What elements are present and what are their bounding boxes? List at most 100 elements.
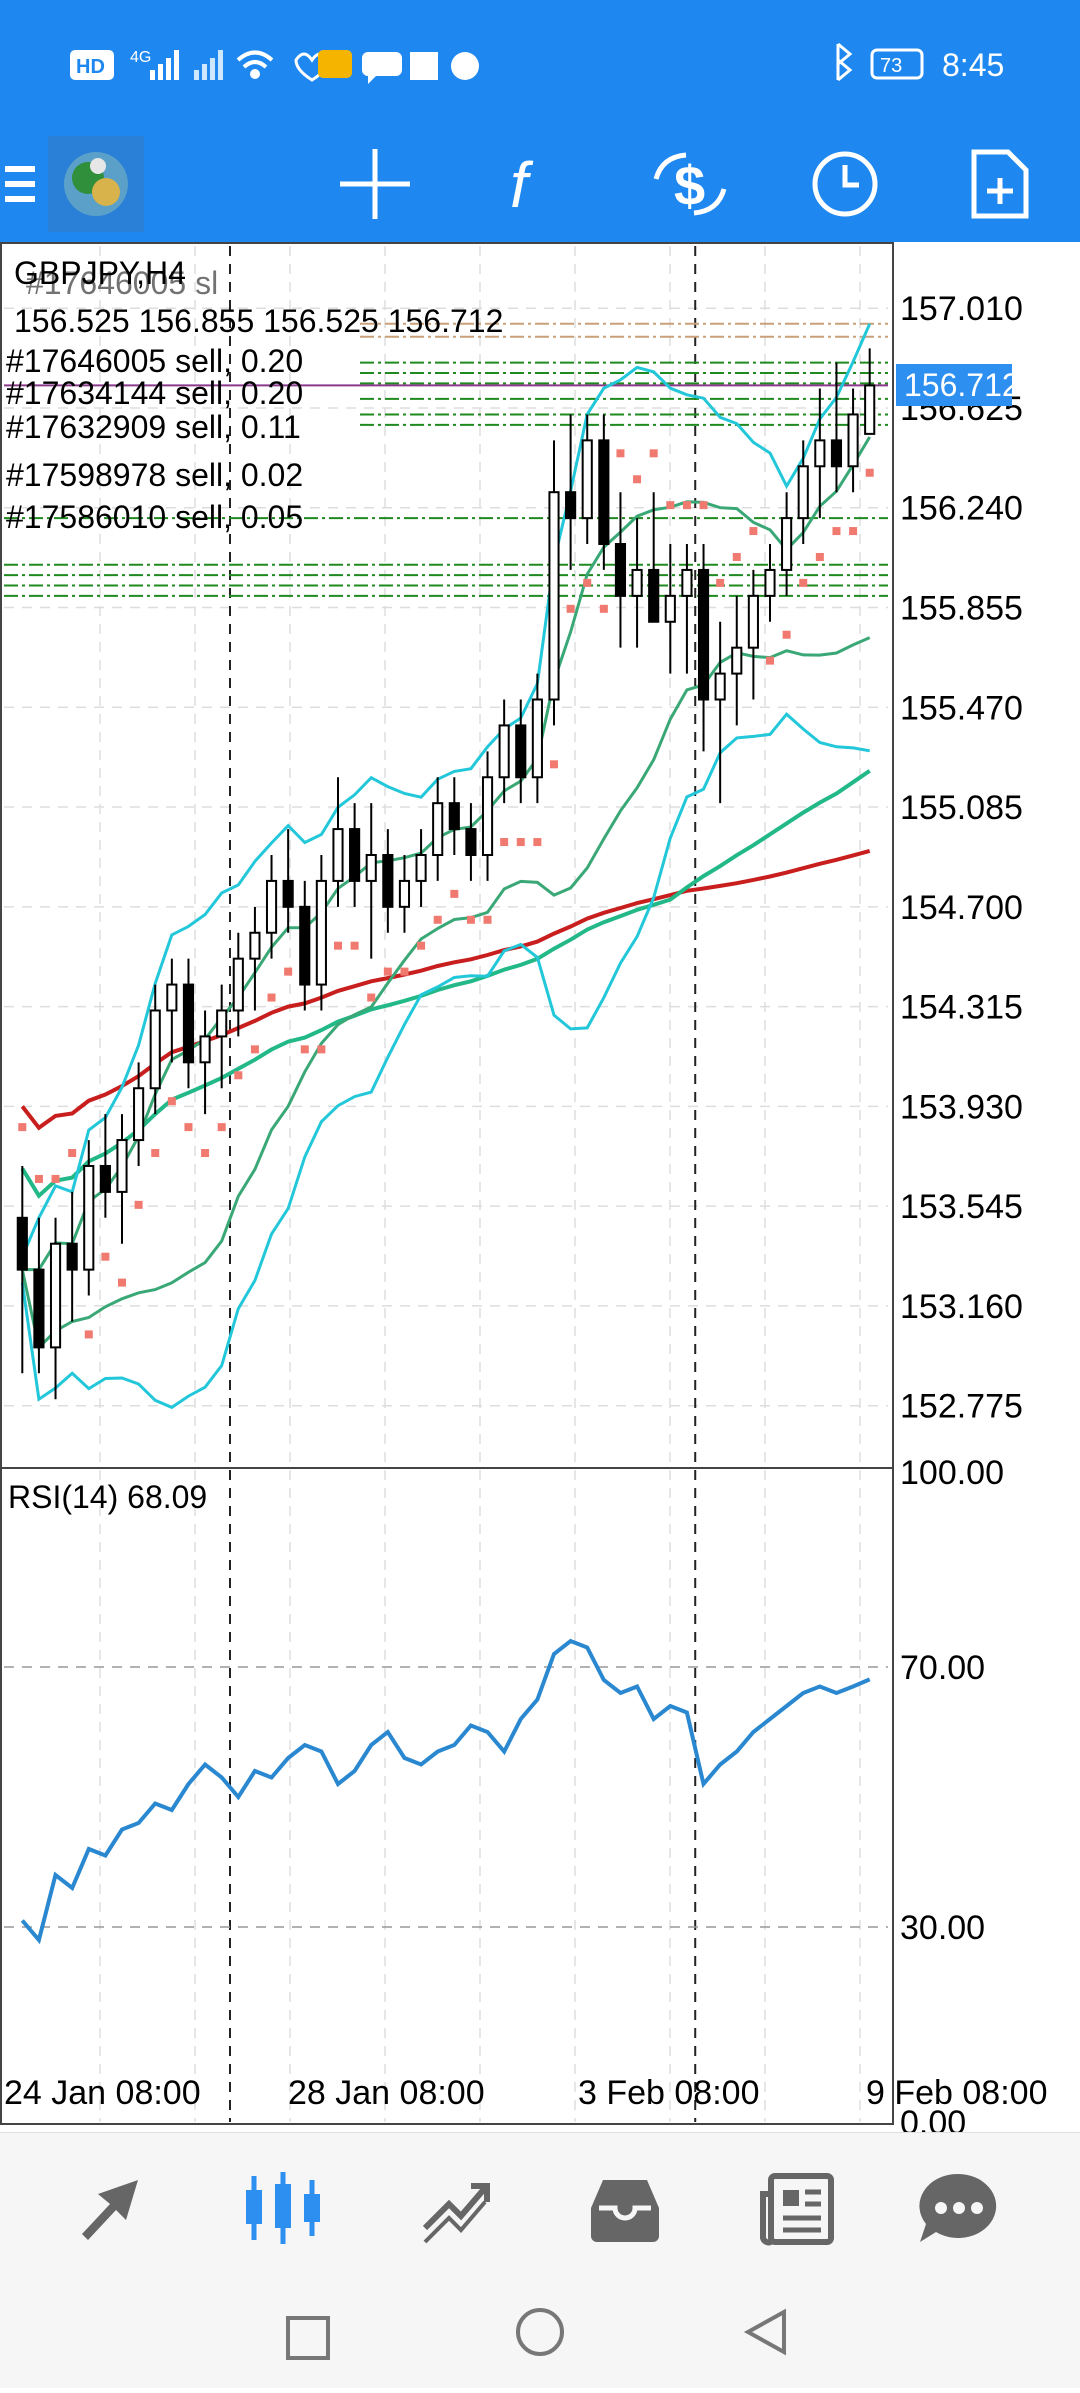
time-axis-label: 24 Jan 08:00 [4,2074,201,2112]
candle-body [531,698,543,779]
sar-dot [533,838,542,847]
battery-icon [870,48,924,80]
candle [33,1217,45,1374]
candle [149,984,161,1115]
candle [847,388,859,493]
indicators-icon[interactable]: f [487,144,577,224]
moving-average-green [20,769,871,1199]
candle [764,544,776,622]
sar-dot [234,1071,243,1080]
candle [515,699,527,804]
bollinger-lower [20,712,870,1410]
news-tab-icon[interactable] [742,2153,852,2263]
mail-icon [318,50,352,78]
candle-body [731,646,743,675]
chart-area[interactable]: 157.010 156.625 156.240 155.855 155.470 155.0… [0,242,1080,2142]
candle [216,984,228,1089]
order-label: #17646005 sell, 0.20 [6,343,303,379]
moving-average-red [20,848,871,1131]
candle [349,803,361,907]
crosshair-icon[interactable] [330,144,420,224]
price-axis-label: 154.315 [900,989,1023,1027]
period-icon[interactable] [800,144,890,224]
overlapped-order-label: #17646005 sl [26,265,218,301]
candle [83,1140,95,1296]
candle-body [216,1009,228,1038]
history-tab-icon[interactable] [570,2153,680,2263]
candle-body [847,413,859,468]
price-axis-label: 153.160 [900,1288,1023,1326]
candle [49,1217,62,1400]
price-axis-label: 155.470 [900,689,1023,727]
menu-icon[interactable] [0,144,40,224]
candle-body [299,905,311,986]
candle-body [332,828,344,882]
wifi-icon [236,50,274,79]
candle [133,1062,145,1166]
time-axis-label: 28 Jan 08:00 [288,2074,485,2112]
candle [531,673,543,804]
candle-body [498,724,510,779]
candle [299,880,311,1011]
chart-canvas[interactable]: 157.010156.625156.240155.855155.470155.0… [0,242,1080,2142]
candle-body [315,879,327,986]
candle [814,388,826,519]
order-label: #17634144 sell, 0.20 [6,375,303,411]
price-axis-label: 153.545 [900,1188,1023,1226]
candle-body [747,594,759,649]
rsi-series [20,1638,871,1945]
envelope-lower [20,636,871,1351]
candle-body [864,384,876,435]
time-axis-label: 9 Feb 08:00 [866,2074,1047,2112]
candle [465,803,477,881]
sar-dot [151,1149,160,1158]
back-icon[interactable] [743,2308,786,2356]
candle [415,829,427,907]
candle [232,932,244,1037]
candle-body [614,543,627,597]
candle [548,440,560,726]
price-axis-label: 157.010 [900,290,1023,328]
recents-icon[interactable] [286,2316,330,2360]
candle [747,569,759,700]
sar-dot [68,1149,77,1158]
candle-body [16,1216,28,1271]
candle [565,414,577,570]
network-type: 4G [130,49,151,66]
axis-labels: 157.010156.625156.240155.855155.470155.0… [4,290,1047,2142]
candle [448,777,460,855]
candle-body [581,439,593,520]
trade-tab-icon[interactable] [400,2153,510,2263]
candle-body [448,802,460,831]
candle-body [681,568,693,597]
sar-dot [815,552,824,561]
clock: 8:45 [942,47,1004,83]
status-bar: HD 4G 73 8:45 [0,0,1080,124]
app-logo[interactable] [48,136,144,232]
candle [664,544,676,674]
hd-label: HD [76,56,105,78]
chat-icon [362,52,402,84]
chat-tab-icon[interactable] [903,2153,1013,2263]
current-price: 156.712 [904,367,1020,403]
candle-body [764,568,776,597]
sar-dot [367,993,376,1002]
price-axis-label: 156.240 [900,490,1023,528]
signal-2-icon [194,50,223,80]
order-label: #17632909 sell, 0.11 [6,409,301,445]
candle-body [66,1242,78,1271]
quotes-tab-icon[interactable] [55,2153,165,2263]
chart-grid [4,246,888,2122]
sar-dot [184,1123,193,1132]
candle-body [664,594,676,623]
candle-body [133,1087,145,1142]
candle-body [598,439,610,546]
candle-body [282,879,294,908]
home-icon[interactable] [516,2308,564,2356]
sar-dot [649,449,658,458]
template-icon[interactable] [955,144,1045,224]
candle-body [116,1139,128,1193]
chart-tab-icon[interactable] [228,2153,338,2263]
trade-icon[interactable]: $ [645,144,735,224]
candle-body [432,802,444,857]
